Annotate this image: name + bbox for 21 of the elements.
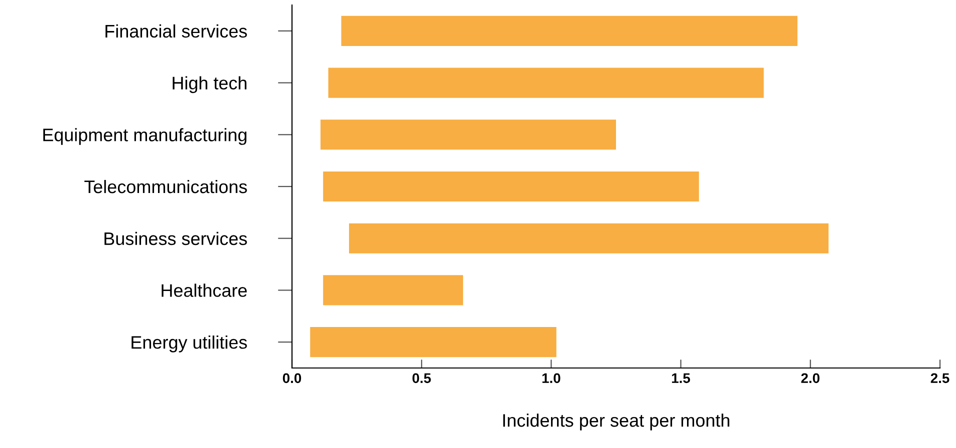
y-tick-label: Business services <box>104 232 247 246</box>
x-tick-label: 2.0 <box>801 373 820 384</box>
y-tick-label: Telecommunications <box>84 180 247 194</box>
x-tick-label: 0.0 <box>282 373 302 384</box>
y-tick-label: High tech <box>172 76 246 94</box>
y-tick-label: Healthcare <box>162 284 247 297</box>
bar <box>323 275 464 306</box>
bar <box>341 16 798 46</box>
x-tick-label: 0.5 <box>412 373 431 384</box>
bar <box>310 327 556 358</box>
x-tick-label: 2.5 <box>930 373 950 384</box>
bar <box>320 120 616 150</box>
bar <box>328 68 764 98</box>
y-tick-label: Equipment manufacturing <box>43 128 246 145</box>
bar <box>349 223 829 254</box>
y-tick-label: Energy utilities <box>132 336 247 352</box>
y-tick-label: Financial services <box>106 24 247 38</box>
bar <box>323 171 699 202</box>
x-axis-title: Incidents per seat per month <box>503 414 730 430</box>
x-tick-label: 1.5 <box>672 373 690 384</box>
x-tick-label: 1.0 <box>542 373 560 384</box>
